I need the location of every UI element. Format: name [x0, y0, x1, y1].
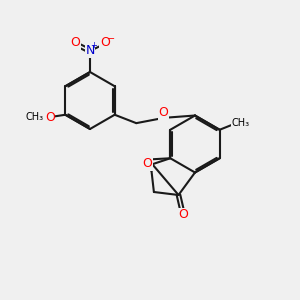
Text: +: + — [90, 41, 97, 50]
Text: −: − — [107, 34, 116, 44]
Text: CH₃: CH₃ — [25, 112, 43, 122]
Text: O: O — [142, 157, 152, 170]
Text: N: N — [85, 44, 95, 58]
Text: O: O — [159, 106, 169, 119]
Text: CH₃: CH₃ — [232, 118, 250, 128]
Text: O: O — [45, 111, 55, 124]
Text: O: O — [70, 36, 80, 50]
Text: O: O — [100, 36, 110, 50]
Text: O: O — [178, 208, 188, 221]
